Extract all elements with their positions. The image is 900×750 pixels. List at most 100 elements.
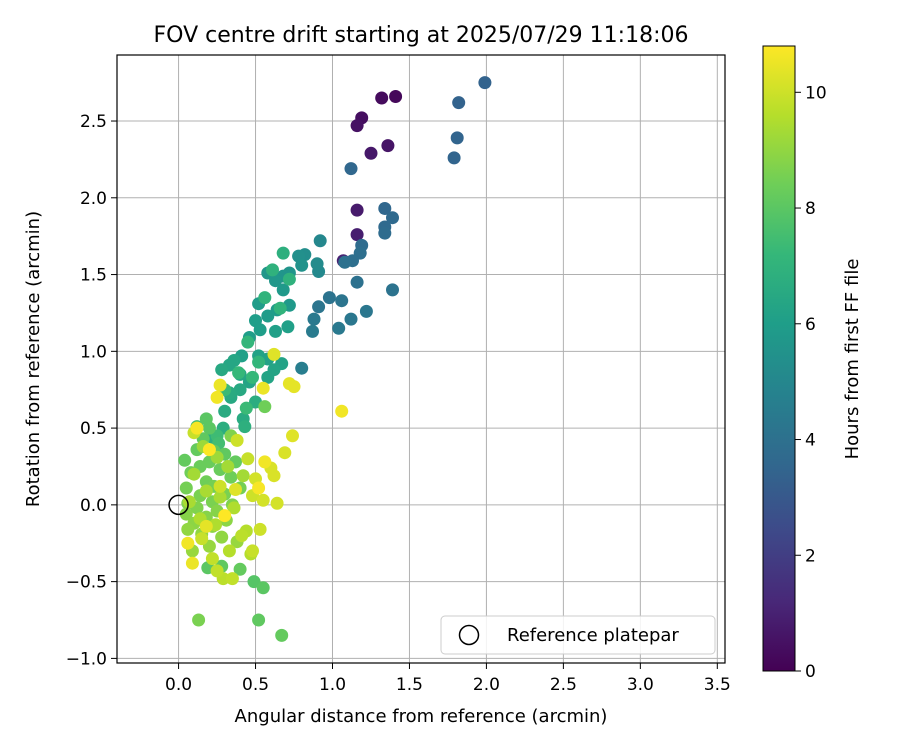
x-tick-label: 1.0 <box>319 675 346 695</box>
data-point <box>310 257 324 271</box>
x-tick-label: 3.5 <box>704 675 731 695</box>
x-tick-label: 1.5 <box>396 675 423 695</box>
data-point <box>210 390 224 404</box>
data-point <box>179 507 193 521</box>
x-axis-ticks: 0.0 0.5 1.0 1.5 2.0 2.5 3.0 3.5 <box>165 663 731 695</box>
data-point <box>286 429 299 443</box>
data-point <box>295 361 309 375</box>
data-point <box>205 552 219 566</box>
data-point <box>187 467 201 481</box>
data-point <box>253 323 267 337</box>
data-point <box>273 301 287 315</box>
x-tick-label: 0.0 <box>165 675 192 695</box>
data-point <box>478 76 492 90</box>
data-point <box>253 522 267 536</box>
data-point <box>276 246 290 260</box>
data-point <box>222 544 236 558</box>
data-point <box>218 404 232 418</box>
data-point <box>266 263 279 277</box>
data-point <box>307 312 321 326</box>
data-point <box>230 433 244 447</box>
legend-box <box>440 615 716 655</box>
y-tick-label: −1.0 <box>66 649 107 669</box>
data-point <box>267 469 281 483</box>
colorbar-tick-label: 2 <box>805 546 816 566</box>
data-point <box>252 613 266 627</box>
data-point <box>344 162 358 176</box>
data-point <box>213 479 227 493</box>
data-point <box>235 529 249 543</box>
data-point <box>322 291 336 305</box>
data-point <box>386 211 399 225</box>
data-point <box>452 96 466 110</box>
data-point <box>252 355 266 369</box>
data-point <box>239 401 253 415</box>
data-point <box>232 366 246 380</box>
data-point <box>213 490 227 504</box>
data-point <box>350 275 364 289</box>
data-point <box>238 420 252 434</box>
y-tick-label: 2.5 <box>80 112 107 132</box>
data-point <box>185 556 199 570</box>
y-axis-label: Rotation from reference (arcmin) <box>23 211 44 507</box>
data-point <box>241 452 255 466</box>
y-tick-label: 1.0 <box>80 342 107 362</box>
data-point <box>202 443 216 457</box>
data-point <box>344 312 358 326</box>
data-point <box>295 258 309 272</box>
data-point <box>210 564 224 578</box>
data-point <box>190 421 204 435</box>
data-point <box>233 562 247 576</box>
data-point <box>221 460 235 473</box>
x-tick-label: 2.5 <box>550 675 577 695</box>
data-point <box>364 146 378 160</box>
data-point <box>350 228 364 242</box>
data-point <box>389 90 403 103</box>
plot-frame <box>116 54 726 664</box>
data-point <box>276 283 290 297</box>
data-point <box>199 484 213 498</box>
data-point <box>275 628 289 642</box>
colorbar-ticks: 0 2 4 6 8 10 <box>795 83 827 682</box>
data-point <box>195 532 209 546</box>
colorbar-tick-label: 0 <box>805 662 816 682</box>
data-points <box>178 76 492 642</box>
data-point <box>224 470 238 484</box>
data-point <box>282 272 296 286</box>
data-point <box>256 493 270 507</box>
data-point <box>215 530 229 544</box>
data-point <box>312 300 326 314</box>
data-point <box>332 321 346 335</box>
data-point <box>178 453 192 467</box>
data-point <box>181 536 195 550</box>
x-tick-label: 2.0 <box>473 675 500 695</box>
data-point <box>179 481 193 495</box>
data-point <box>278 446 292 460</box>
data-point <box>218 509 232 523</box>
colorbar-tick-label: 4 <box>805 431 816 451</box>
colorbar: 0 2 4 6 8 10 Hours from first FF file <box>762 45 863 682</box>
y-tick-label: 0.0 <box>80 496 107 516</box>
data-point <box>447 151 461 165</box>
chart-title: FOV centre drift starting at 2025/07/29 … <box>154 23 689 48</box>
data-point <box>202 421 216 435</box>
data-point <box>306 324 319 338</box>
data-point <box>247 575 261 589</box>
data-point <box>359 304 373 318</box>
data-point <box>261 370 275 384</box>
data-point <box>241 335 255 349</box>
data-point <box>313 234 327 248</box>
y-tick-label: 2.0 <box>80 189 107 209</box>
data-point <box>335 404 349 418</box>
data-point <box>267 347 281 361</box>
data-point <box>181 522 195 536</box>
data-point <box>258 291 272 305</box>
data-point <box>252 481 266 495</box>
reference-point <box>168 494 189 516</box>
y-axis-ticks: −1.0 −0.5 0.0 0.5 1.0 1.5 2.0 2.5 <box>66 112 117 669</box>
data-point <box>192 613 206 627</box>
data-point <box>335 294 349 308</box>
data-point <box>213 378 227 392</box>
y-tick-label: −0.5 <box>66 573 107 593</box>
colorbar-label: Hours from first FF file <box>842 259 863 460</box>
